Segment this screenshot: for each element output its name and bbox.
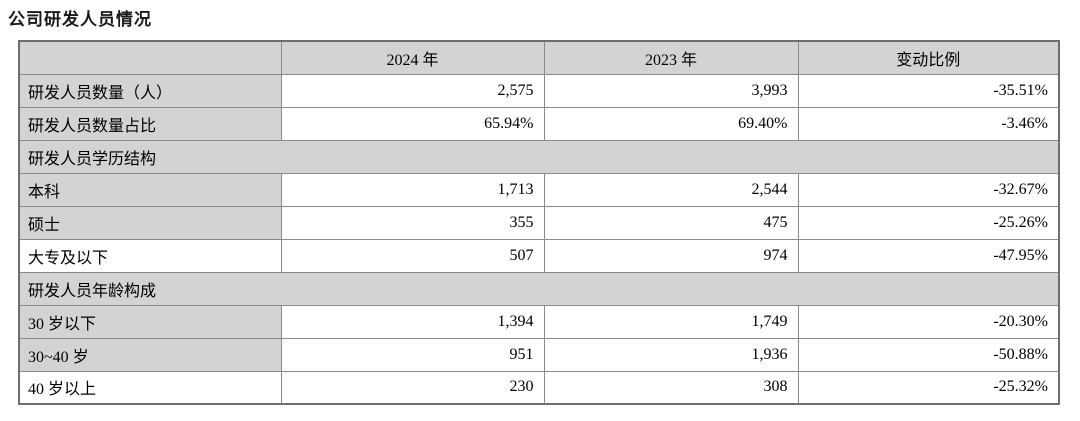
value-change: -25.26%	[797, 205, 1060, 240]
header-cell-blank	[18, 40, 282, 75]
value-2024: 1,713	[280, 172, 545, 207]
value-2023: 308	[543, 370, 799, 405]
row-label: 30~40 岁	[18, 337, 282, 372]
page-title: 公司研发人员情况	[8, 10, 152, 29]
header-cell-change: 变动比例	[797, 40, 1060, 75]
table-row: 40 岁以上 230 308 -25.32%	[18, 370, 1060, 405]
value-2024: 951	[280, 337, 545, 372]
value-change: -47.95%	[797, 238, 1060, 273]
section-label: 研发人员学历结构	[18, 139, 1060, 174]
section-row: 研发人员年龄构成	[18, 271, 1060, 306]
value-2024: 230	[280, 370, 545, 405]
value-2023: 3,993	[543, 73, 799, 108]
row-label: 本科	[18, 172, 282, 207]
value-2024: 355	[280, 205, 545, 240]
row-label: 大专及以下	[18, 238, 282, 273]
rd-personnel-table: 2024 年 2023 年 变动比例 研发人员数量（人） 2,575 3,993…	[18, 40, 1060, 405]
value-2024: 507	[280, 238, 545, 273]
value-2024: 1,394	[280, 304, 545, 339]
value-2024: 2,575	[280, 73, 545, 108]
table-row: 本科 1,713 2,544 -32.67%	[18, 172, 1060, 207]
header-row: 2024 年 2023 年 变动比例	[18, 40, 1060, 75]
row-label: 硕士	[18, 205, 282, 240]
row-label: 研发人员数量占比	[18, 106, 282, 141]
value-change: -32.67%	[797, 172, 1060, 207]
table-row: 研发人员数量占比 65.94% 69.40% -3.46%	[18, 106, 1060, 141]
row-label: 40 岁以上	[18, 370, 282, 405]
row-label: 研发人员数量（人）	[18, 73, 282, 108]
value-2023: 1,936	[543, 337, 799, 372]
table-row: 研发人员数量（人） 2,575 3,993 -35.51%	[18, 73, 1060, 108]
value-change: -20.30%	[797, 304, 1060, 339]
section-label: 研发人员年龄构成	[18, 271, 1060, 306]
table-header: 2024 年 2023 年 变动比例	[18, 40, 1060, 75]
header-cell-2023: 2023 年	[543, 40, 799, 75]
row-label: 30 岁以下	[18, 304, 282, 339]
value-change: -50.88%	[797, 337, 1060, 372]
table-body: 研发人员数量（人） 2,575 3,993 -35.51% 研发人员数量占比 6…	[18, 73, 1060, 405]
header-cell-2024: 2024 年	[280, 40, 545, 75]
value-2023: 1,749	[543, 304, 799, 339]
value-2024: 65.94%	[280, 106, 545, 141]
table-row: 30 岁以下 1,394 1,749 -20.30%	[18, 304, 1060, 339]
value-2023: 69.40%	[543, 106, 799, 141]
value-change: -35.51%	[797, 73, 1060, 108]
section-row: 研发人员学历结构	[18, 139, 1060, 174]
value-2023: 2,544	[543, 172, 799, 207]
table-row: 硕士 355 475 -25.26%	[18, 205, 1060, 240]
value-2023: 475	[543, 205, 799, 240]
table-row: 30~40 岁 951 1,936 -50.88%	[18, 337, 1060, 372]
value-change: -25.32%	[797, 370, 1060, 405]
value-2023: 974	[543, 238, 799, 273]
value-change: -3.46%	[797, 106, 1060, 141]
table-row: 大专及以下 507 974 -47.95%	[18, 238, 1060, 273]
